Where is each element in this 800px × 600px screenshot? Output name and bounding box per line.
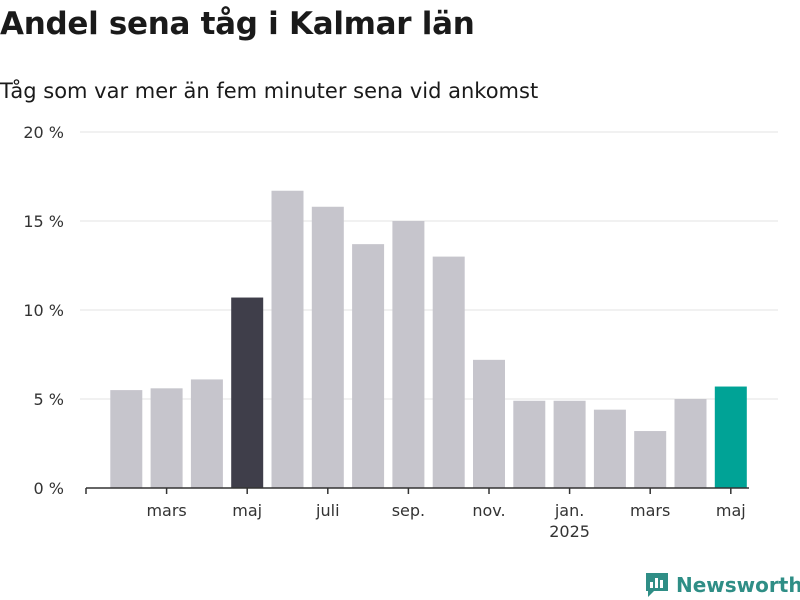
bar-2024-03 [150, 388, 183, 488]
y-tick-label: 0 % [34, 479, 64, 498]
x-tick-label: mars [630, 501, 670, 520]
x-tick-label: maj [232, 501, 262, 520]
bar-2024-02 [110, 390, 143, 488]
x-tick-label: mars [146, 501, 186, 520]
chart-title: Andel sena tåg i Kalmar län [0, 6, 475, 42]
x-tick-year-label: 2025 [549, 522, 590, 541]
x-tick-label: juli [315, 501, 339, 520]
chart-subtitle: Tåg som var mer än fem minuter sena vid … [0, 79, 539, 103]
bar-2024-06 [271, 190, 304, 489]
newsworthy-logo: Newsworthy [644, 570, 800, 600]
bar-2024-04 [190, 379, 223, 488]
bar-2025-02 [593, 409, 626, 488]
bar-2025-01 [553, 400, 586, 488]
bar-2024-11 [473, 359, 505, 488]
bar-2024-12 [513, 400, 546, 488]
y-tick-label: 20 % [23, 123, 64, 142]
brand-name: Newsworthy [676, 573, 800, 597]
bar-2024-10 [432, 256, 465, 488]
x-tick-label: jan. [554, 501, 584, 520]
bar-2024-07 [311, 206, 344, 488]
x-tick-label: sep. [392, 501, 425, 520]
bar-2024-08 [352, 244, 385, 488]
y-tick-label: 5 % [34, 390, 64, 409]
bar-2025-04 [674, 399, 707, 488]
bar-2025-03 [634, 431, 667, 488]
bar-2025-05 [714, 386, 747, 488]
bar-chart-speech-bubble-icon [646, 573, 668, 597]
y-tick-label: 10 % [23, 301, 64, 320]
x-tick-label: nov. [472, 501, 505, 520]
bar-2024-05 [231, 297, 264, 488]
bar-2024-09 [392, 221, 425, 488]
x-tick-label: maj [716, 501, 746, 520]
y-tick-label: 15 % [23, 212, 64, 231]
